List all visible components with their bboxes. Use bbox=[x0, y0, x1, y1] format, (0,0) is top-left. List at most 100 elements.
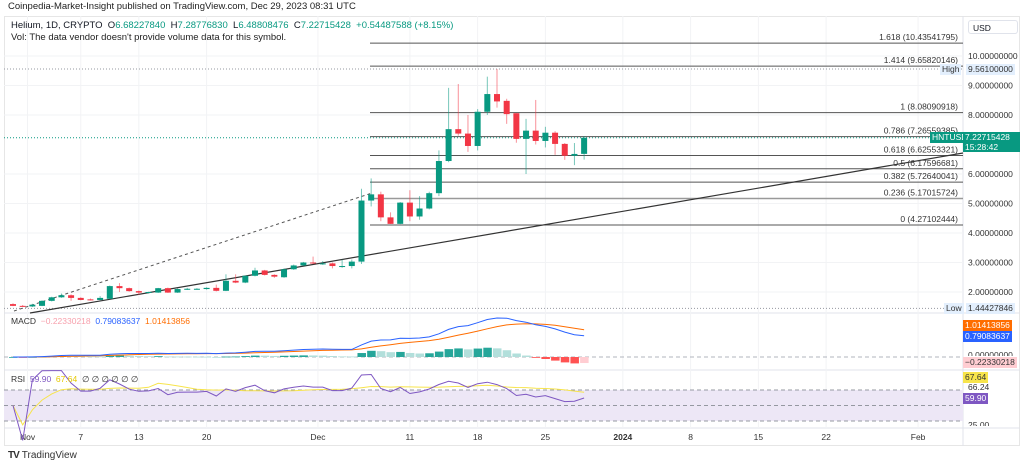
macd-signal-value: 1.01413856 bbox=[145, 316, 190, 326]
macd-line bbox=[13, 317, 585, 358]
candle-body bbox=[281, 269, 288, 278]
high-tag-label: High bbox=[942, 64, 960, 74]
currency-selector[interactable]: USD bbox=[968, 20, 1018, 34]
macd-axis-label: 0.79083637 bbox=[963, 331, 1012, 342]
candle-body bbox=[329, 263, 336, 267]
candle-body bbox=[377, 194, 384, 218]
macd-histogram-bar bbox=[280, 355, 289, 357]
candle-body bbox=[416, 208, 423, 217]
candle-body bbox=[397, 202, 404, 224]
macd-histogram-bar bbox=[212, 356, 221, 358]
candle-body bbox=[494, 94, 500, 102]
macd-value: 0.79083637 bbox=[95, 316, 141, 326]
candle-body bbox=[513, 113, 520, 139]
macd-histogram-bar bbox=[405, 352, 415, 357]
rsi-value: 59.90 bbox=[29, 374, 52, 384]
rsi-ma-axis-label: 67.64 bbox=[963, 372, 989, 383]
macd-histogram-bar bbox=[115, 355, 124, 357]
macd-histogram-bar bbox=[522, 355, 531, 357]
brand-name: TradingView bbox=[21, 450, 77, 461]
candle-body bbox=[193, 288, 200, 290]
candle-body bbox=[135, 291, 142, 293]
time-tick-label: Feb bbox=[911, 432, 926, 442]
dashed-trendline bbox=[13, 192, 373, 312]
macd-histogram-bar bbox=[96, 356, 105, 358]
rsi-title[interactable]: RSI bbox=[11, 374, 26, 384]
high-label: H bbox=[170, 20, 178, 31]
fib-level-label: 0.5 (6.17596681) bbox=[893, 158, 958, 168]
candle-body bbox=[174, 289, 181, 293]
candle-body bbox=[106, 286, 113, 299]
open-label: O bbox=[107, 20, 116, 31]
macd-histogram-bar bbox=[425, 353, 434, 357]
macd-histogram-bar bbox=[328, 356, 337, 357]
macd-histogram-bar bbox=[560, 357, 570, 363]
macd-histogram-bar bbox=[163, 356, 173, 358]
macd-histogram-bar bbox=[105, 355, 115, 357]
symbol-name[interactable]: Helium, 1D, CRYPTO bbox=[11, 20, 103, 31]
candle-body bbox=[213, 287, 220, 291]
fib-level-label: 1.414 (9.65820146) bbox=[884, 55, 958, 65]
macd-histogram-bar bbox=[386, 352, 396, 357]
candle-body bbox=[435, 161, 442, 194]
change-value: +0.54487588 (+8.15%) bbox=[356, 20, 454, 31]
macd-histogram-bar bbox=[260, 355, 270, 357]
time-tick-label: 25 bbox=[541, 432, 551, 442]
price-tick-label: 9.00000000 bbox=[968, 81, 1013, 91]
macd-histogram-bar bbox=[541, 357, 550, 360]
price-tick-label: 6.00000000 bbox=[968, 169, 1013, 179]
rsi-na-1: ∅ bbox=[91, 374, 100, 384]
macd-histogram-bar bbox=[338, 356, 347, 358]
macd-histogram-bar bbox=[173, 356, 183, 358]
rsi-na-4: ∅ bbox=[121, 374, 129, 384]
candle-body bbox=[222, 280, 229, 291]
fib-level-label: 1.618 (10.43541795) bbox=[879, 32, 958, 42]
candle-body bbox=[126, 288, 133, 292]
macd-histogram-bar bbox=[434, 351, 444, 357]
tradingview-logo[interactable]: TV TradingView bbox=[8, 450, 77, 461]
close-label: C bbox=[293, 20, 301, 31]
tradingview-logo-icon: TV bbox=[8, 450, 20, 461]
publish-info: Coinpedia-Market-Insight published on Tr… bbox=[8, 1, 356, 12]
last-price: 7.22715428 bbox=[965, 132, 1010, 142]
rsi-level-label: 66.24 bbox=[968, 382, 990, 392]
candle-body bbox=[10, 304, 16, 306]
macd-histogram-bar bbox=[251, 355, 260, 357]
candle-body bbox=[484, 94, 491, 112]
macd-histogram-bar bbox=[502, 350, 512, 357]
time-tick-label: 15 bbox=[754, 432, 764, 442]
rsi-line bbox=[12, 370, 585, 441]
low-tag: Low bbox=[944, 303, 964, 314]
rsi-ma-value: 67.64 bbox=[55, 374, 78, 384]
macd-histogram-bar bbox=[289, 355, 299, 357]
candle-body bbox=[77, 297, 84, 300]
candle-body bbox=[300, 262, 307, 266]
candle-body bbox=[116, 286, 123, 289]
macd-title[interactable]: MACD bbox=[11, 316, 37, 326]
price-tick-label: 4.00000000 bbox=[968, 228, 1013, 238]
macd-histogram-bar bbox=[144, 356, 154, 357]
time-tick-label: 20 bbox=[202, 432, 212, 442]
low-label: L bbox=[233, 20, 239, 31]
candle-body bbox=[542, 132, 549, 141]
time-tick-label: 2024 bbox=[613, 432, 632, 442]
macd-histogram-bar bbox=[134, 355, 144, 357]
macd-histogram-bar bbox=[318, 355, 328, 357]
time-tick-label: Nov bbox=[20, 432, 36, 442]
macd-histogram-bar bbox=[580, 357, 589, 364]
high-tag: High bbox=[940, 64, 962, 75]
last-price-label: 7.22715428 15:28:42 bbox=[963, 132, 1020, 152]
macd-zero-label: 0.00000000 bbox=[968, 350, 1013, 356]
symbol-legend: Helium, 1D, CRYPTO O6.68227840 H7.287768… bbox=[11, 20, 453, 31]
macd-signal-axis-label: 1.01413856 bbox=[963, 320, 1012, 331]
candle-body bbox=[290, 265, 297, 270]
candle-body bbox=[29, 304, 36, 307]
rsi-ma-line bbox=[12, 382, 585, 426]
candle-body bbox=[581, 137, 588, 154]
candle-body bbox=[561, 143, 568, 156]
candle-body bbox=[348, 261, 355, 267]
macd-hist-value: −0.22330218 bbox=[40, 316, 91, 326]
fib-level-label: 0 (4.27102444) bbox=[900, 214, 958, 224]
rsi-na-2: ∅ bbox=[101, 374, 109, 384]
